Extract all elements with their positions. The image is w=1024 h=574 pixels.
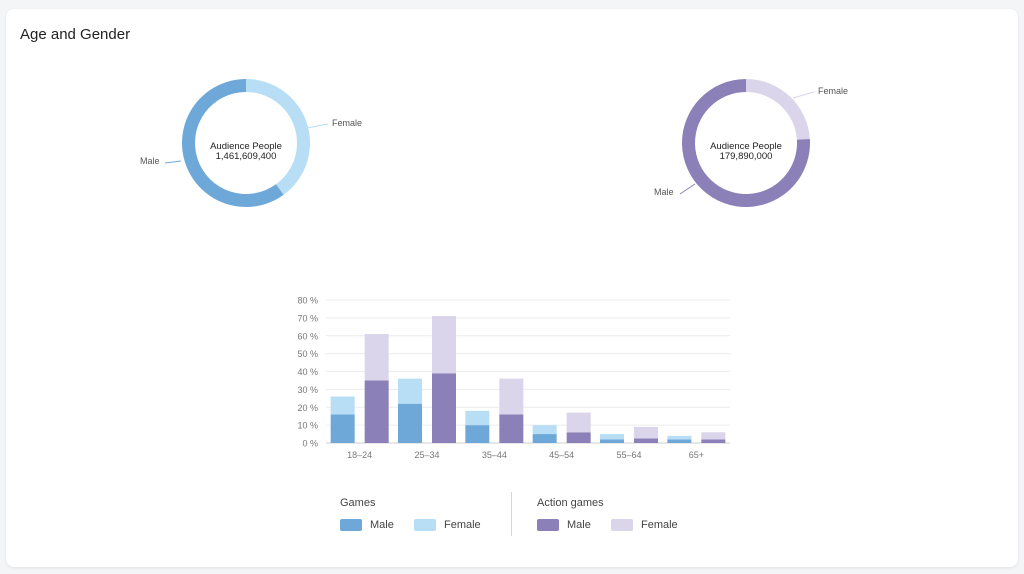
legend-item-action-male[interactable]: Male: [537, 519, 601, 531]
legend-swatch-games-male: [340, 519, 362, 531]
card-title: Age and Gender: [20, 26, 131, 43]
legend-swatch-games-female: [414, 519, 436, 531]
legend-title-games: Games: [340, 497, 376, 509]
legend-group-action-games: Action games Male Female: [537, 497, 678, 531]
legend-swatch-action-female: [611, 519, 633, 531]
legend-label: Male: [370, 519, 394, 531]
legend-title-action-games: Action games: [537, 497, 604, 509]
legend-label: Female: [444, 519, 481, 531]
age-gender-card: Age and Gender: [6, 9, 1018, 567]
legend-swatch-action-male: [537, 519, 559, 531]
legend-group-games: Games Male Female: [340, 497, 481, 531]
legend-divider: [511, 492, 512, 536]
legend-item-games-male[interactable]: Male: [340, 519, 404, 531]
legend-label: Male: [567, 519, 591, 531]
legend-item-games-female[interactable]: Female: [414, 519, 481, 531]
legend-label: Female: [641, 519, 678, 531]
legend-item-action-female[interactable]: Female: [611, 519, 678, 531]
